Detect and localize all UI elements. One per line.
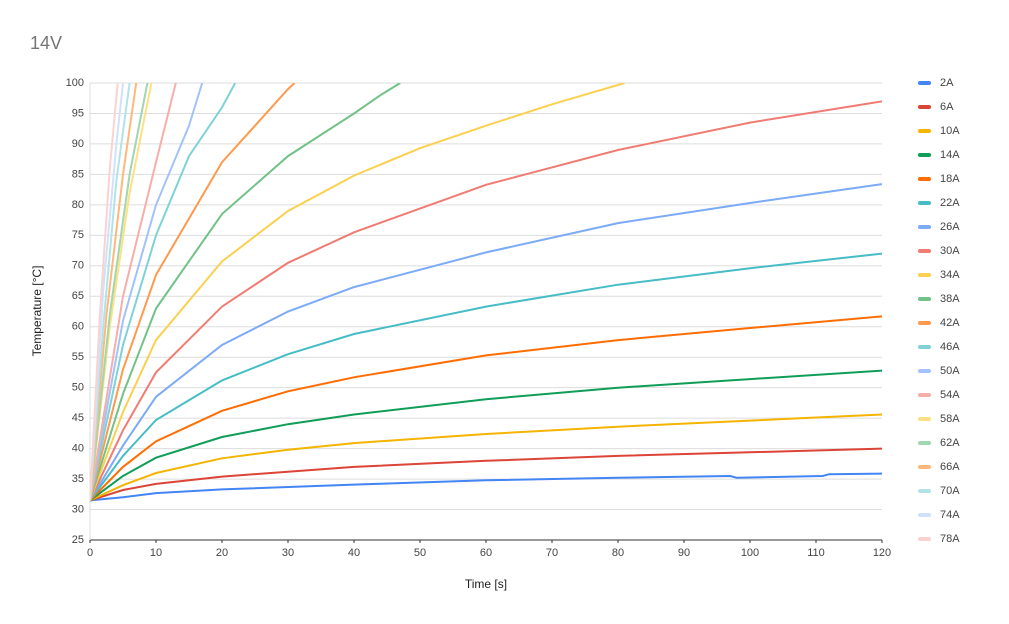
x-tick-label: 120 bbox=[873, 547, 891, 559]
x-tick-label: 10 bbox=[150, 547, 162, 559]
legend-label: 66A bbox=[940, 461, 960, 473]
series-line bbox=[90, 369, 882, 502]
y-tick-label: 100 bbox=[66, 77, 84, 89]
series-line bbox=[90, 83, 296, 501]
x-tick-label: 40 bbox=[348, 547, 360, 559]
series-line bbox=[90, 83, 124, 501]
legend-label: 10A bbox=[940, 125, 960, 137]
x-tick-label: 90 bbox=[678, 547, 690, 559]
y-tick-label: 55 bbox=[72, 351, 84, 363]
y-tick-label: 40 bbox=[72, 443, 84, 455]
series-line bbox=[90, 83, 138, 501]
legend-label: 6A bbox=[940, 101, 954, 113]
legend-label: 38A bbox=[940, 293, 960, 305]
y-tick-label: 25 bbox=[72, 534, 84, 546]
legend-label: 30A bbox=[940, 245, 960, 257]
x-tick-label: 30 bbox=[282, 547, 294, 559]
series-line bbox=[90, 83, 401, 501]
legend-swatch bbox=[918, 441, 931, 445]
legend-label: 78A bbox=[940, 533, 960, 545]
x-tick-label: 70 bbox=[546, 547, 558, 559]
x-tick-label: 0 bbox=[87, 547, 93, 559]
series-line bbox=[90, 83, 204, 501]
y-tick-label: 45 bbox=[72, 412, 84, 424]
x-tick-label: 50 bbox=[414, 547, 426, 559]
y-axis-title: Temperature [°C] bbox=[30, 266, 44, 357]
series-line bbox=[90, 83, 177, 501]
x-axis-title: Time [s] bbox=[465, 577, 507, 591]
y-tick-label: 70 bbox=[72, 260, 84, 272]
legend-label: 70A bbox=[940, 485, 960, 497]
y-tick-label: 35 bbox=[72, 473, 84, 485]
y-tick-label: 95 bbox=[72, 107, 84, 119]
series-line bbox=[90, 252, 882, 501]
series-line bbox=[90, 83, 149, 501]
y-tick-label: 30 bbox=[72, 503, 84, 515]
y-tick-label: 90 bbox=[72, 138, 84, 150]
legend-swatch bbox=[918, 393, 931, 397]
legend-swatch bbox=[918, 465, 931, 469]
legend-swatch bbox=[918, 417, 931, 421]
series-line bbox=[90, 315, 882, 502]
series-line bbox=[90, 472, 882, 502]
legend-swatch bbox=[918, 321, 931, 325]
legend-label: 14A bbox=[940, 149, 960, 161]
legend-label: 22A bbox=[940, 197, 960, 209]
legend-label: 18A bbox=[940, 173, 960, 185]
legend-swatch bbox=[918, 249, 931, 253]
legend-label: 50A bbox=[940, 365, 960, 377]
y-tick-label: 65 bbox=[72, 290, 84, 302]
legend-swatch bbox=[918, 81, 931, 85]
series-line bbox=[90, 83, 131, 501]
series-line bbox=[90, 183, 882, 501]
legend-label: 74A bbox=[940, 509, 960, 521]
y-tick-label: 75 bbox=[72, 229, 84, 241]
legend-swatch bbox=[918, 153, 931, 157]
y-tick-label: 60 bbox=[72, 321, 84, 333]
y-tick-label: 85 bbox=[72, 168, 84, 180]
series-line bbox=[90, 413, 882, 502]
legend-swatch bbox=[918, 177, 931, 181]
legend-swatch bbox=[918, 273, 931, 277]
legend-label: 34A bbox=[940, 269, 960, 281]
legend-swatch bbox=[918, 537, 931, 541]
legend-label: 2A bbox=[940, 77, 954, 89]
x-tick-label: 110 bbox=[807, 547, 825, 559]
series-line bbox=[90, 83, 119, 501]
x-tick-label: 20 bbox=[216, 547, 228, 559]
series-line bbox=[90, 83, 625, 501]
legend-swatch bbox=[918, 489, 931, 493]
legend-swatch bbox=[918, 105, 931, 109]
x-tick-label: 60 bbox=[480, 547, 492, 559]
legend-label: 62A bbox=[940, 437, 960, 449]
legend-swatch bbox=[918, 201, 931, 205]
chart-title: 14V bbox=[30, 33, 62, 53]
legend-swatch bbox=[918, 129, 931, 133]
legend-label: 46A bbox=[940, 341, 960, 353]
legend-label: 54A bbox=[940, 389, 960, 401]
legend-swatch bbox=[918, 369, 931, 373]
x-tick-label: 100 bbox=[741, 547, 759, 559]
legend-label: 42A bbox=[940, 317, 960, 329]
legend-swatch bbox=[918, 345, 931, 349]
y-tick-label: 80 bbox=[72, 199, 84, 211]
series-line bbox=[90, 447, 882, 502]
x-tick-label: 80 bbox=[612, 547, 624, 559]
legend-swatch bbox=[918, 297, 931, 301]
legend-label: 26A bbox=[940, 221, 960, 233]
y-tick-label: 50 bbox=[72, 382, 84, 394]
legend-swatch bbox=[918, 513, 931, 517]
legend-swatch bbox=[918, 225, 931, 229]
series-line bbox=[90, 100, 882, 501]
legend-label: 58A bbox=[940, 413, 960, 425]
series-line bbox=[90, 83, 237, 501]
